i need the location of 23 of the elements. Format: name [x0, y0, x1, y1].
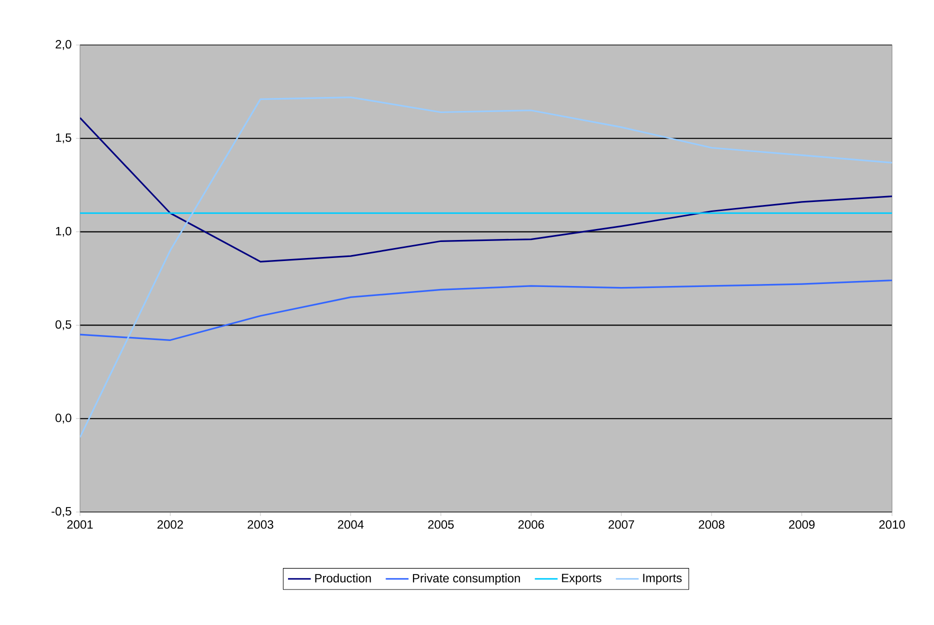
- y-tick-label: 0,0: [56, 414, 72, 424]
- x-tick-label: 2009: [789, 520, 815, 529]
- line-series: [80, 96, 892, 438]
- legend-label: Production: [315, 574, 371, 582]
- x-tick-label: 2008: [698, 520, 724, 529]
- x-tick-label: 2001: [67, 520, 93, 529]
- line-series: [80, 117, 892, 262]
- y-tick-label: 1,5: [56, 134, 72, 144]
- legend-label: Exports: [562, 574, 602, 585]
- x-tick-label: 2010: [879, 520, 905, 529]
- legend-label: Private consumption: [412, 574, 520, 585]
- y-tick-label: -0,5: [52, 507, 72, 517]
- legend-label: Imports: [643, 574, 682, 585]
- y-tick-label: 0,5: [56, 320, 72, 330]
- x-tick-label: 2003: [248, 520, 274, 529]
- y-tick-label: 1,0: [56, 226, 72, 237]
- x-tick-label: 2007: [608, 520, 634, 529]
- line-series: [80, 280, 892, 341]
- x-tick-label: 2006: [518, 520, 544, 529]
- y-tick-label: 2,0: [56, 40, 72, 50]
- x-tick-label: 2002: [157, 520, 183, 529]
- x-tick-label: 2004: [338, 520, 364, 529]
- x-tick-label: 2005: [428, 520, 454, 529]
